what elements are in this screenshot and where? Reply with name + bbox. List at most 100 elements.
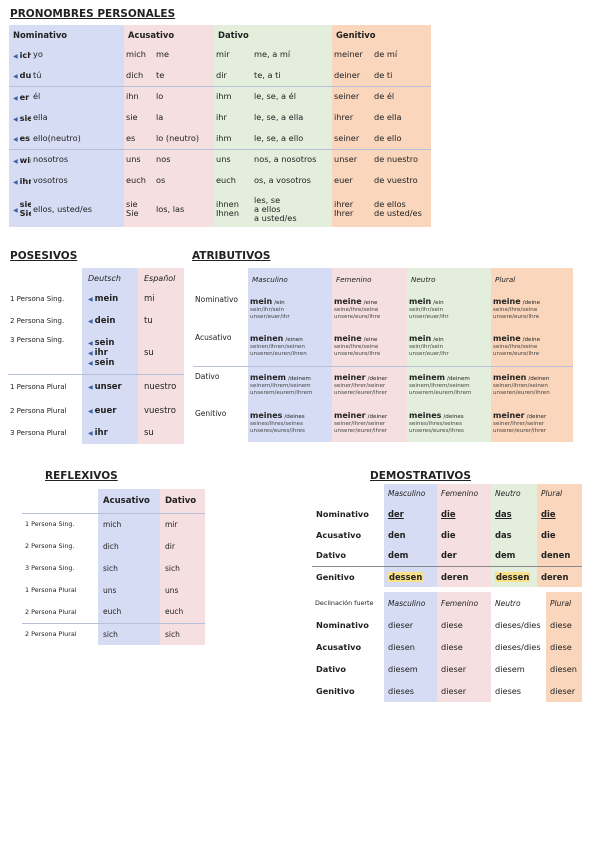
cell-gen-de: seiner [332,85,373,107]
speaker-icon[interactable]: ◀ [13,206,18,214]
cell-dat-de: mir [214,44,253,65]
atributivo-cell: mein/ein sein/ihr/sein unser/euer/ihr [407,328,491,366]
persona-label: 2 Persona Plural [10,407,67,415]
atributivo-main: meiner [493,410,525,420]
cell-gen-es: de mí [372,44,432,65]
atributivo-forms: seinem/ihrem/seinem unserem/eurem/ihrem [250,382,313,396]
table-row: ◀ er él ihn lo ihm le, se, a él seiner de él [9,85,432,107]
atributivo-main: meinen [250,334,284,344]
espanol-cell: su [138,332,184,374]
speaker-icon[interactable]: ◀ [13,178,18,186]
demostrativo-word: das [495,508,512,519]
fuerte-cell: dieser [384,614,437,636]
cell-dat-es: le, se, a ello [252,128,333,149]
fuerte-cell: diese [437,636,491,658]
atributivos-title: ATRIBUTIVOS [192,250,271,262]
demostrativo-cell: der [437,545,491,566]
atributivo-cell: meine/deine seine/ihre/seine unsere/eure/… [491,290,573,328]
speaker-icon[interactable]: ◀ [13,115,18,123]
table-row: 2 Persona Plural ◀ euer vuestro [8,400,184,422]
speaker-icon[interactable]: ◀ [88,359,93,367]
table-row: ◀ du tú dich te dir te, a ti deiner de ti [9,65,432,86]
cell-acc-de: es [124,128,154,149]
cell-acc-es: te [154,65,215,86]
deutsch-line: ◀ sein [88,358,136,368]
speaker-icon[interactable]: ◀ [88,349,93,357]
atributivo-cell: meiner/deiner seiner/ihrer/seiner unserer… [332,404,407,442]
acusativo-cell: euch [98,601,160,623]
speaker-icon[interactable]: ◀ [13,157,18,165]
case-label: Acusativo [195,333,232,342]
espanol-cell: su [138,422,184,444]
speaker-icon[interactable]: ◀ [88,408,93,415]
table-row: Dativo dem der dem denen [312,545,582,566]
fuerte-cell: dieser [437,658,491,680]
atributivo-forms: seine/ihre/seine unsere/eure/ihre [493,306,540,320]
dativo-cell: mir [160,512,205,535]
demostrativo-word: den [388,529,406,540]
speaker-icon[interactable]: ◀ [88,296,93,303]
cell-es: ella [31,107,124,128]
atributivo-alt: /deines [284,413,305,420]
table-row: Acusativo meinen/einen seinen/ihren/seinen… [193,328,573,366]
atributivo-main: meine [334,334,362,344]
fuerte-cell: diese [546,636,582,658]
cell-dat-es: me, a mí [252,44,333,65]
demostrativo-word: deren [441,571,469,582]
speaker-icon[interactable]: ◀ [13,94,18,102]
demostrativo-cell: die [437,503,491,524]
dativo-cell: sich [160,557,205,579]
posesivos-title: POSESIVOS [10,250,78,262]
atributivo-main: meine [493,296,521,306]
atributivo-forms: seiner/ihrer/seiner unserer/eurer/ihrer [493,420,547,434]
speaker-icon[interactable]: ◀ [88,384,93,392]
table-row: 3 Persona Sing. ◀ sein ◀ ihr ◀ sein su [8,332,184,374]
speaker-icon[interactable]: ◀ [13,52,18,60]
pronoun-cell: ◀ sie [9,107,31,128]
atributivo-forms: seinen/ihren/seinen unseren/euren/ihren [250,344,307,358]
atributivo-cell: meiner/deiner seiner/ihrer/seiner unserer… [332,365,407,404]
cell-acc-de: euch [124,170,154,191]
cell-gen-de: ihrer Ihrer [332,191,373,227]
table-row: 2 Persona Plural euch euch [22,601,205,623]
fuerte-cell: dieser [546,680,582,702]
demostrativos-title: DEMOSTRATIVOS [370,470,471,482]
pronoun-de: sie Sie [19,199,31,218]
atributivo-forms: seines/ihres/seines unseres/eures/ihres [250,420,305,434]
table-row: Nominativo der die das die [312,503,582,524]
table-row: ◀ ich yo mich me mir me, a mí meiner de mí [9,44,432,65]
deutsch-cell: ◀ mein [82,288,138,310]
deutsch-line: ◀ ihr [88,348,136,358]
cell-gen-es: de nuestro [372,148,432,170]
atributivo-alt: /deine [522,337,541,344]
demostrativo-cell: denen [537,545,582,566]
cell-acc-de: sie [124,107,154,128]
header-femenino: Femenino [332,268,407,290]
header-neutro: Neutro [407,268,491,290]
speaker-icon[interactable]: ◀ [88,339,93,347]
speaker-icon[interactable]: ◀ [13,73,18,81]
pronoun-de: es [19,133,31,144]
atributivo-main: mein [250,296,273,306]
persona-label: 3 Persona Plural [10,429,67,437]
speaker-icon[interactable]: ◀ [88,430,93,437]
persona-label: 2 Persona Sing. [10,317,65,325]
atributivo-alt: /deiner [367,375,388,382]
table-row: Genitivo meines/deines seines/ihres/seines… [193,404,573,442]
header-femenino-dem: Femenino [437,484,491,503]
atributivo-forms: seinen/ihren/seinen unseren/euren/ihren [493,382,550,396]
espanol-cell: mi [138,288,184,310]
fuerte-cell: diesem [384,658,437,680]
deutsch-line: ◀ unser [88,382,136,392]
fuerte-cell: dieses [495,686,522,696]
demostrativo-cell: den [384,524,437,545]
speaker-icon[interactable]: ◀ [13,136,18,144]
cell-gen-de: deiner [332,65,373,86]
table-row: Nominativo mein/ein sein/ihr/sein unser/eu… [193,290,573,328]
deutsch-word: sein [94,337,115,348]
atributivo-main: meiner [334,372,366,382]
header-dativo: Dativo [214,25,333,44]
speaker-icon[interactable]: ◀ [88,318,93,325]
acusativo-cell: sich [98,557,160,579]
deutsch-line: ◀ euer [88,406,136,416]
